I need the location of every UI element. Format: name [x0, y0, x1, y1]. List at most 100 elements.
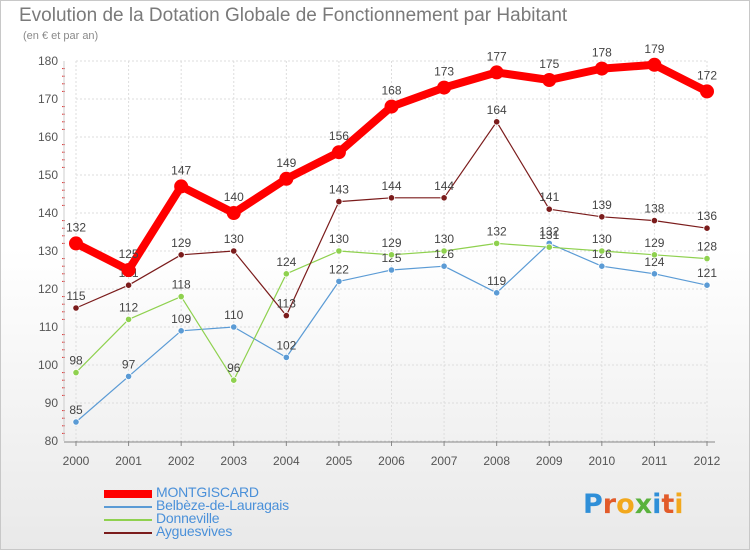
data-label: 129 — [171, 236, 191, 250]
y-tick-label: 140 — [38, 206, 58, 220]
data-point — [335, 277, 343, 285]
data-label: 119 — [487, 274, 506, 288]
data-point — [177, 251, 185, 259]
data-label: 132 — [66, 220, 86, 234]
data-label: 139 — [592, 198, 612, 212]
x-tick-label: 2011 — [642, 454, 668, 468]
data-label: 129 — [644, 236, 664, 250]
data-label: 144 — [434, 179, 454, 193]
data-label: 128 — [697, 240, 717, 254]
data-label: 130 — [224, 232, 244, 246]
proxiti-logo: Proxiti — [583, 489, 684, 520]
data-point — [72, 304, 80, 312]
data-label: 118 — [172, 278, 191, 292]
data-label: 140 — [224, 190, 244, 204]
x-tick-label: 2010 — [588, 454, 615, 468]
data-label: 129 — [381, 236, 401, 250]
legend-label: MONTGISCARD — [156, 484, 259, 500]
data-label: 173 — [434, 65, 454, 79]
x-tick-label: 2005 — [326, 454, 353, 468]
y-tick-label: 120 — [38, 282, 58, 296]
data-point — [703, 281, 711, 289]
y-tick-label: 180 — [38, 54, 58, 68]
data-label: 124 — [644, 255, 664, 269]
data-label: 144 — [381, 179, 401, 193]
data-label: 149 — [276, 156, 296, 170]
data-point — [226, 206, 241, 220]
data-point — [440, 247, 448, 255]
data-point — [545, 205, 553, 213]
legend-swatch — [104, 532, 152, 534]
data-label: 164 — [487, 103, 507, 117]
data-point — [69, 236, 83, 251]
logo-letter: i — [674, 489, 684, 520]
data-label: 122 — [329, 262, 349, 276]
data-point — [177, 292, 185, 301]
data-label: 132 — [487, 224, 507, 238]
x-tick-label: 2007 — [431, 454, 458, 468]
y-tick-label: 160 — [38, 130, 58, 144]
y-tick-label: 130 — [38, 244, 58, 258]
data-point — [493, 118, 501, 126]
data-label: 112 — [119, 300, 138, 314]
data-point — [335, 247, 343, 255]
data-label: 85 — [69, 403, 83, 417]
data-point — [335, 198, 343, 206]
data-label: 124 — [276, 255, 296, 269]
data-point — [650, 251, 659, 259]
legend-swatch — [104, 490, 152, 498]
data-point — [384, 99, 399, 114]
y-tick-label: 90 — [45, 396, 59, 410]
data-point — [489, 65, 504, 80]
data-label: 131 — [539, 228, 559, 242]
data-label: 98 — [69, 354, 83, 368]
data-point — [598, 247, 606, 255]
x-tick-label: 2004 — [273, 454, 300, 468]
data-point — [387, 251, 396, 259]
data-label: 130 — [434, 232, 454, 246]
data-label: 115 — [66, 289, 85, 303]
data-point — [703, 224, 711, 232]
data-point — [700, 84, 714, 99]
data-point — [124, 315, 133, 323]
logo-letter: P — [583, 489, 603, 520]
data-point — [279, 171, 294, 186]
data-label: 109 — [171, 312, 191, 326]
data-point — [545, 243, 553, 251]
data-point — [174, 179, 189, 194]
data-point — [124, 372, 133, 380]
data-label: 172 — [697, 68, 717, 82]
legend-label: Ayguesvives — [156, 523, 233, 539]
data-point — [387, 194, 396, 202]
data-point — [331, 145, 346, 160]
data-label: 147 — [171, 163, 191, 177]
x-tick-label: 2001 — [115, 454, 142, 468]
data-label: 177 — [487, 49, 507, 63]
x-tick-label: 2008 — [483, 454, 510, 468]
data-label: 125 — [119, 247, 139, 261]
y-tick-label: 100 — [38, 358, 58, 372]
data-point — [124, 281, 133, 289]
data-label: 121 — [697, 266, 717, 280]
data-point — [230, 323, 238, 331]
logo-letter: i — [652, 489, 662, 520]
x-tick-label: 2002 — [168, 454, 195, 468]
x-tick-label: 2012 — [694, 454, 721, 468]
logo-letter: x — [634, 489, 653, 520]
data-point — [542, 73, 557, 87]
data-label: 141 — [539, 190, 559, 204]
data-point — [594, 61, 609, 76]
data-label: 132 — [539, 224, 559, 238]
data-point — [647, 57, 662, 72]
data-label: 143 — [329, 183, 349, 197]
data-label: 110 — [224, 308, 243, 322]
data-point — [650, 270, 659, 278]
y-tick-label: 170 — [38, 92, 58, 106]
data-point — [440, 194, 448, 202]
data-label: 97 — [122, 357, 136, 371]
y-tick-label: 110 — [39, 320, 58, 334]
data-point — [72, 418, 80, 426]
data-label: 102 — [276, 338, 296, 352]
